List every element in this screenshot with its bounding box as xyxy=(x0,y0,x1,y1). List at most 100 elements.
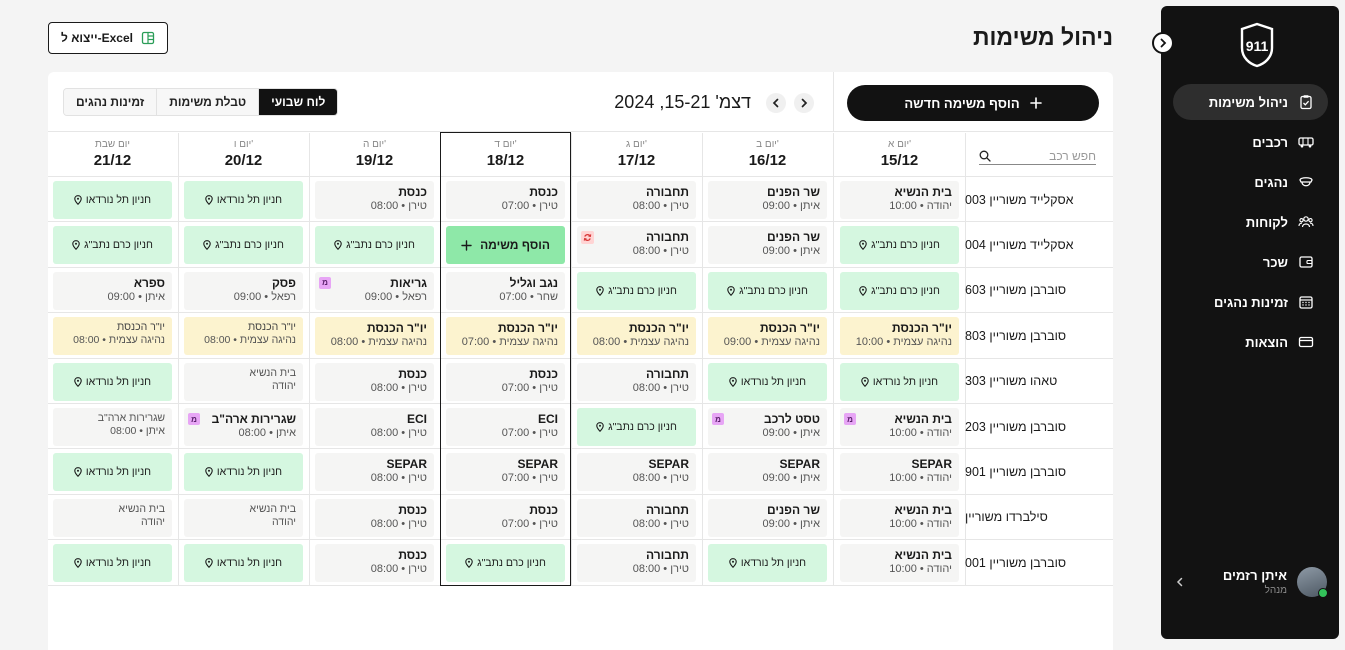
task-card[interactable]: בית הנשיא יהודה • 10:00 מ xyxy=(840,408,959,446)
view-tab[interactable]: זמינות נהגים xyxy=(64,89,157,115)
vehicle-name[interactable]: אסקלייד משוריין 003 xyxy=(965,192,1074,207)
page-title: ניהול משימות xyxy=(972,24,1113,50)
sidebar-item-label: ניהול משימות xyxy=(1208,94,1288,110)
task-card[interactable]: כנסת טירן • 07:00 xyxy=(446,362,565,401)
parking-cell[interactable]: חניון כרם נתב"ג xyxy=(840,226,959,265)
parking-cell[interactable]: חניון כרם נתב"ג xyxy=(708,271,827,310)
add-task-button[interactable]: הוסף משימה חדשה xyxy=(847,85,1099,121)
task-card[interactable]: שר הפנים איתן • 09:00 xyxy=(708,498,827,537)
task-card[interactable]: כנסת טירן • 08:00 xyxy=(315,544,434,583)
task-card[interactable]: בית הנשיא יהודה xyxy=(184,498,303,537)
task-card[interactable]: יו"ר הכנסת נהיגה עצמית • 07:00 xyxy=(446,317,565,356)
vehicle-name[interactable]: טאהו משוריין 303 xyxy=(965,374,1058,389)
task-card[interactable]: נגב וגליל שחר • 07:00 xyxy=(446,271,565,310)
vehicle-name[interactable]: סוברבן משוריין 901 xyxy=(965,464,1067,479)
task-card[interactable]: כנסת טירן • 07:00 xyxy=(446,181,565,219)
search-input[interactable] xyxy=(1001,148,1096,163)
task-card[interactable]: בית הנשיא יהודה xyxy=(184,362,303,401)
sidebar-item[interactable]: זמינות נהגים xyxy=(1173,284,1328,320)
export-excel-button[interactable]: ייצוא ל-Excel xyxy=(48,22,168,54)
task-card[interactable]: SEPAR טירן • 07:00 xyxy=(446,453,565,492)
vehicle-name[interactable]: סוברבן משוריין 001 xyxy=(965,555,1067,570)
task-card[interactable]: ECI טירן • 08:00 xyxy=(315,408,434,446)
task-card[interactable]: שר הפנים איתן • 09:00 xyxy=(708,181,827,219)
parking-cell[interactable]: חניון תל נורדאו xyxy=(53,181,172,219)
task-card[interactable]: תחבורה טירן • 08:00 xyxy=(577,544,696,583)
parking-cell[interactable]: חניון כרם נתב"ג xyxy=(315,226,434,265)
task-card[interactable]: תחבורה טירן • 08:00 xyxy=(577,181,696,219)
task-card[interactable]: כנסת טירן • 08:00 xyxy=(315,181,434,219)
task-card[interactable]: פסק רפאל • 09:00 xyxy=(184,271,303,310)
task-title: תחבורה xyxy=(646,548,689,563)
next-week-button[interactable] xyxy=(794,93,814,113)
task-card[interactable]: טסט לרכב איתן • 09:00 מ xyxy=(708,408,827,446)
parking-cell[interactable]: חניון תל נורדאו xyxy=(184,181,303,219)
day-header: יום א' 15/12 xyxy=(834,133,965,177)
task-card[interactable]: יו"ר הכנסת נהיגה עצמית • 08:00 xyxy=(577,317,696,356)
task-card[interactable]: בית הנשיא יהודה • 10:00 xyxy=(840,498,959,537)
parking-cell[interactable]: חניון תל נורדאו xyxy=(53,362,172,401)
task-card[interactable]: SEPAR איתן • 09:00 xyxy=(708,453,827,492)
day-date: 17/12 xyxy=(617,152,656,169)
sidebar-item[interactable]: ניהול משימות xyxy=(1173,84,1328,120)
vehicle-name[interactable]: סילברדו משוריין xyxy=(965,510,1048,525)
vehicle-name[interactable]: אסקלייד משוריין 004 xyxy=(965,237,1074,252)
task-card[interactable]: תחבורה טירן • 08:00 xyxy=(577,226,696,265)
sidebar-item[interactable]: הוצאות xyxy=(1173,324,1328,360)
parking-cell[interactable]: חניון תל נורדאו xyxy=(53,544,172,583)
task-card[interactable]: כנסת טירן • 08:00 xyxy=(315,362,434,401)
task-card[interactable]: ספרא איתן • 09:00 xyxy=(53,271,172,310)
task-card[interactable]: ECI טירן • 07:00 xyxy=(446,408,565,446)
prev-week-button[interactable] xyxy=(766,93,786,113)
task-card[interactable]: יו"ר הכנסת נהיגה עצמית • 08:00 xyxy=(53,317,172,356)
task-card[interactable]: יו"ר הכנסת נהיגה עצמית • 08:00 xyxy=(184,317,303,356)
day-name: יום א' xyxy=(888,139,911,150)
task-card[interactable]: כנסת טירן • 08:00 xyxy=(315,498,434,537)
task-card[interactable]: SEPAR יהודה • 10:00 xyxy=(840,453,959,492)
parking-cell[interactable]: חניון כרם נתב"ג xyxy=(184,226,303,265)
parking-cell[interactable]: חניון תל נורדאו xyxy=(840,362,959,401)
parking-cell[interactable]: חניון תל נורדאו xyxy=(708,362,827,401)
task-card[interactable]: SEPAR טירן • 08:00 xyxy=(577,453,696,492)
task-card[interactable]: שר הפנים איתן • 09:00 xyxy=(708,226,827,265)
task-card[interactable]: תחבורה טירן • 08:00 xyxy=(577,498,696,537)
sidebar-item[interactable]: נהגים xyxy=(1173,164,1328,200)
sidebar-item[interactable]: שכר xyxy=(1173,244,1328,280)
task-card[interactable]: יו"ר הכנסת נהיגה עצמית • 09:00 xyxy=(708,317,827,356)
add-task-cell-button[interactable]: הוסף משימה xyxy=(446,226,565,265)
task-card[interactable]: יו"ר הכנסת נהיגה עצמית • 08:00 xyxy=(315,317,434,356)
vehicle-name[interactable]: סוברבן משוריין 803 xyxy=(965,328,1067,343)
task-card[interactable]: בית הנשיא יהודה • 10:00 xyxy=(840,544,959,583)
parking-cell[interactable]: חניון כרם נתב"ג xyxy=(577,271,696,310)
view-tab[interactable]: לוח שבועי xyxy=(258,89,338,115)
sidebar-item-label: שכר xyxy=(1262,254,1288,270)
task-card[interactable]: תחבורה טירן • 08:00 xyxy=(577,362,696,401)
parking-label: חניון תל נורדאו xyxy=(872,375,939,388)
parking-cell[interactable]: חניון תל נורדאו xyxy=(184,544,303,583)
parking-cell[interactable]: חניון כרם נתב"ג xyxy=(577,408,696,446)
task-card[interactable]: בית הנשיא יהודה xyxy=(53,498,172,537)
sidebar-item[interactable]: לקוחות xyxy=(1173,204,1328,240)
parking-cell[interactable]: חניון תל נורדאו xyxy=(184,453,303,492)
view-tab[interactable]: טבלת משימות xyxy=(156,89,259,115)
task-card[interactable]: בית הנשיא יהודה • 10:00 xyxy=(840,181,959,219)
task-card[interactable]: גריאות רפאל • 09:00 מ xyxy=(315,271,434,310)
task-card[interactable]: שגרירות ארה"ב איתן • 08:00 מ xyxy=(184,408,303,446)
parking-cell[interactable]: חניון תל נורדאו xyxy=(708,544,827,583)
excel-icon xyxy=(141,31,155,45)
parking-cell[interactable]: חניון כרם נתב"ג xyxy=(840,271,959,310)
vehicle-name[interactable]: סוברבן משוריין 203 xyxy=(965,419,1067,434)
task-details: רפאל • 09:00 xyxy=(233,290,296,303)
task-card[interactable]: SEPAR טירן • 08:00 xyxy=(315,453,434,492)
sidebar-collapse-button[interactable] xyxy=(1152,32,1174,54)
parking-cell[interactable]: חניון תל נורדאו xyxy=(53,453,172,492)
task-details: טירן • 07:00 xyxy=(501,517,558,530)
task-card[interactable]: כנסת טירן • 07:00 xyxy=(446,498,565,537)
parking-cell[interactable]: חניון כרם נתב"ג xyxy=(446,544,565,583)
task-card[interactable]: יו"ר הכנסת נהיגה עצמית • 10:00 xyxy=(840,317,959,356)
task-card[interactable]: שגרירות ארה"ב איתן • 08:00 xyxy=(53,408,172,446)
vehicle-name[interactable]: סוברבן משוריין 603 xyxy=(965,283,1067,298)
user-profile[interactable]: איתן רזמים מנהל xyxy=(1175,562,1328,602)
sidebar-item[interactable]: רכבים xyxy=(1173,124,1328,160)
parking-cell[interactable]: חניון כרם נתב"ג xyxy=(53,226,172,265)
